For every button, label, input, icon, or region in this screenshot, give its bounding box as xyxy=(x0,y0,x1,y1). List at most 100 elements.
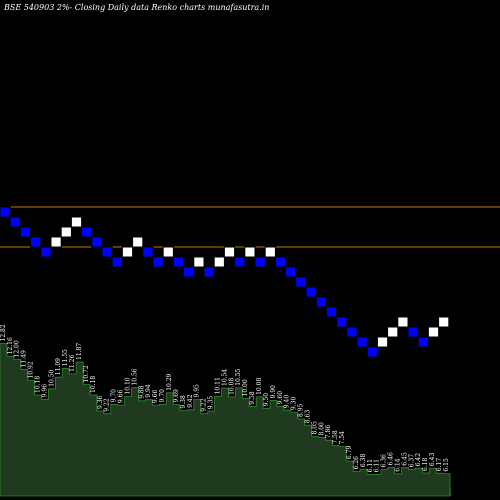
renko-brick-17 xyxy=(172,256,185,268)
renko-brick-19 xyxy=(193,256,205,268)
renko-brick-24 xyxy=(244,246,256,258)
chart-title: BSE 540903 2%- Closing Daily data Renko … xyxy=(3,3,269,12)
volume-label-33: 10.08 xyxy=(228,378,235,395)
renko-brick-33 xyxy=(336,316,348,328)
volume-label-40: 9.60 xyxy=(277,391,284,405)
volume-label-30: 9.35 xyxy=(208,396,215,410)
renko-brick-3 xyxy=(30,236,42,248)
volume-label-50: 6.79 xyxy=(346,446,353,460)
renko-brick-1 xyxy=(9,216,21,228)
volume-label-24: 10.29 xyxy=(166,373,173,390)
renko-brick-20 xyxy=(203,266,215,278)
volume-label-7: 10.50 xyxy=(48,369,55,386)
volume-label-53: 6.11 xyxy=(367,459,374,472)
volume-label-19: 10.56 xyxy=(131,368,138,385)
renko-brick-35 xyxy=(356,336,368,348)
volume-area xyxy=(0,343,452,497)
renko-brick-39 xyxy=(397,316,409,328)
renko-brick-7 xyxy=(70,216,83,228)
renko-brick-36 xyxy=(366,346,378,358)
volume-label-59: 6.37 xyxy=(408,454,415,468)
renko-brick-11 xyxy=(111,256,123,268)
volume-label-63: 6.17 xyxy=(436,458,443,472)
volume-label-11: 11.87 xyxy=(76,343,83,360)
volume-label-56: 6.46 xyxy=(388,452,395,466)
volume-label-1: 12.16 xyxy=(7,337,14,354)
renko-brick-37 xyxy=(376,336,389,348)
volume-label-4: 10.92 xyxy=(28,361,35,378)
volume-label-46: 8.00 xyxy=(318,422,325,436)
renko-brick-32 xyxy=(325,306,338,318)
renko-brick-18 xyxy=(183,266,195,278)
renko-brick-23 xyxy=(234,256,246,268)
volume-label-35: 10.00 xyxy=(242,379,249,396)
renko-brick-40 xyxy=(407,326,419,338)
renko-brick-15 xyxy=(152,256,164,268)
volume-label-3: 11.49 xyxy=(21,350,28,367)
renko-brick-34 xyxy=(346,326,358,338)
volume-label-0: 12.82 xyxy=(0,324,7,341)
volume-label-52: 6.38 xyxy=(360,454,367,468)
renko-brick-31 xyxy=(315,296,327,308)
renko-brick-27 xyxy=(274,256,287,268)
volume-label-62: 6.43 xyxy=(429,453,436,467)
volume-label-13: 10.18 xyxy=(90,376,97,393)
volume-label-55: 6.36 xyxy=(381,454,388,468)
volume-label-9: 11.55 xyxy=(62,349,69,366)
volume-label-21: 9.94 xyxy=(145,384,152,398)
volume-label-23: 9.70 xyxy=(159,389,166,403)
renko-brick-38 xyxy=(387,326,399,338)
volume-label-27: 9.42 xyxy=(187,394,194,408)
volume-label-51: 6.26 xyxy=(353,456,360,470)
volume-label-18: 10.10 xyxy=(125,377,132,394)
volume-label-43: 8.95 xyxy=(298,403,305,417)
volume-label-61: 6.18 xyxy=(422,457,429,471)
volume-label-58: 6.45 xyxy=(401,452,408,466)
volume-label-38: 9.50 xyxy=(263,393,270,407)
volume-label-44: 8.63 xyxy=(305,410,312,424)
volume-label-45: 8.05 xyxy=(311,421,318,435)
renko-brick-21 xyxy=(213,256,225,268)
renko-brick-14 xyxy=(142,246,154,258)
renko-brick-42 xyxy=(427,326,440,338)
renko-brick-0 xyxy=(0,206,11,218)
renko-brick-12 xyxy=(121,246,134,258)
renko-brick-41 xyxy=(417,336,429,348)
renko-brick-25 xyxy=(254,256,266,268)
renko-brick-8 xyxy=(81,226,93,238)
volume-label-17: 9.66 xyxy=(118,390,125,404)
renko-brick-4 xyxy=(40,246,52,258)
renko-brick-30 xyxy=(305,286,317,298)
volume-label-5: 10.18 xyxy=(35,376,42,393)
volume-label-57: 6.14 xyxy=(395,458,402,472)
volume-label-64: 6.15 xyxy=(443,458,450,472)
volume-label-22: 9.66 xyxy=(152,390,159,404)
renko-brick-2 xyxy=(19,226,32,238)
renko-brick-22 xyxy=(223,246,236,258)
volume-label-32: 10.54 xyxy=(221,369,228,386)
volume-label-12: 10.72 xyxy=(83,365,90,382)
volume-label-15: 9.22 xyxy=(104,398,111,412)
volume-label-54: 6.11 xyxy=(374,459,381,472)
volume-label-28: 9.95 xyxy=(194,384,201,398)
volume-label-16: 9.70 xyxy=(111,389,118,403)
renko-brick-5 xyxy=(50,236,62,248)
renko-bricks xyxy=(0,206,450,358)
volume-label-14: 9.36 xyxy=(97,395,104,409)
volume-label-37: 10.08 xyxy=(256,378,263,395)
volume-label-42: 9.30 xyxy=(291,397,298,411)
volume-label-39: 9.90 xyxy=(270,385,277,399)
volume-label-60: 6.42 xyxy=(415,453,422,467)
volume-label-41: 9.40 xyxy=(284,395,291,409)
volume-area-path xyxy=(0,343,451,497)
volume-label-48: 7.58 xyxy=(332,430,339,444)
volume-label-29: 9.22 xyxy=(201,398,208,412)
renko-brick-16 xyxy=(162,246,174,258)
volume-label-6: 9.96 xyxy=(41,384,48,398)
renko-brick-9 xyxy=(91,236,103,248)
renko-brick-10 xyxy=(101,246,113,258)
renko-brick-6 xyxy=(60,226,72,238)
